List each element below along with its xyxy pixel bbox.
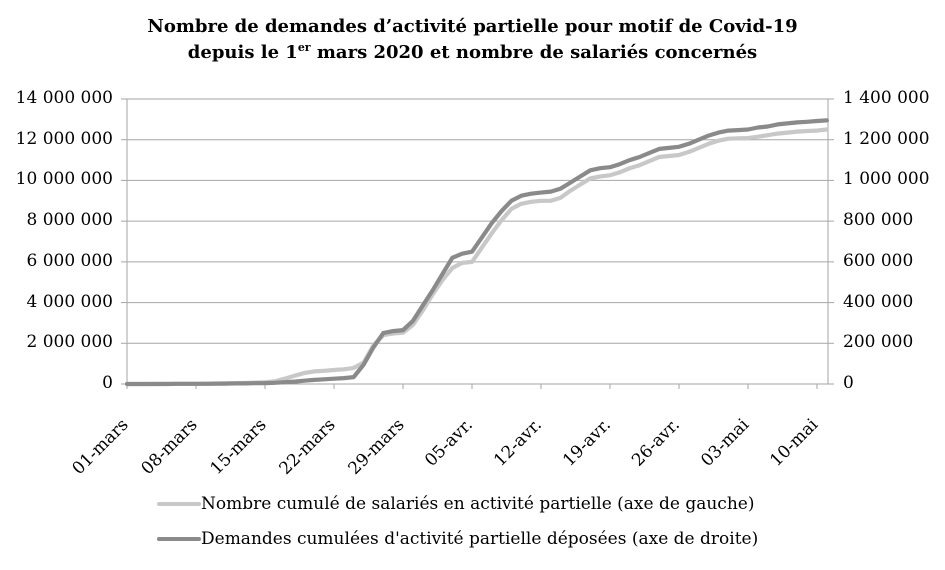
chart-title: Nombre de demandes d’activité partielle … — [0, 14, 945, 66]
chart-title-line2-text-end: mars 2020 et nombre de salariés concerné… — [310, 42, 758, 63]
legend-label-salaries: Nombre cumulé de salariés en activité pa… — [201, 493, 755, 514]
y-axis-left-label: 6 000 000 — [26, 250, 113, 271]
y-axis-right-label: 400 000 — [843, 291, 914, 312]
y-axis-left-label: 4 000 000 — [26, 291, 113, 312]
y-axis-right-label: 1 000 000 — [843, 169, 930, 190]
legend-item-salaries: Nombre cumulé de salariés en activité pa… — [157, 486, 758, 521]
legend-line-swatch-demandes — [157, 536, 201, 541]
y-axis-left-label: 0 — [102, 373, 113, 393]
legend: Nombre cumulé de salariés en activité pa… — [157, 486, 758, 556]
chart-title-line2-text: depuis le 1 — [187, 42, 298, 63]
y-axis-left-label: 2 000 000 — [26, 332, 113, 353]
legend-label-demandes: Demandes cumulées d'activité partielle d… — [201, 528, 759, 549]
legend-item-demandes: Demandes cumulées d'activité partielle d… — [157, 521, 758, 556]
chart-title-line1: Nombre de demandes d’activité partielle … — [147, 16, 798, 37]
y-axis-right-label: 0 — [843, 373, 854, 393]
y-axis-left-label: 12 000 000 — [15, 128, 113, 149]
y-axis-left-label: 10 000 000 — [15, 169, 113, 190]
y-axis-left-label: 14 000 000 — [15, 88, 113, 108]
y-axis-right-label: 600 000 — [843, 250, 914, 271]
y-axis-left-label: 8 000 000 — [26, 210, 113, 231]
y-axis-right-label: 1 400 000 — [843, 88, 930, 108]
series-line-salaries — [124, 127, 830, 387]
y-axis-right-label: 1 200 000 — [843, 128, 930, 149]
y-axis-right-label: 800 000 — [843, 210, 914, 231]
chart-title-superscript: er — [297, 41, 311, 54]
chart-title-line2: depuis le 1er mars 2020 et nombre de sal… — [0, 40, 945, 66]
y-axis-right-label: 200 000 — [843, 332, 914, 353]
series-line-demandes — [124, 118, 830, 387]
legend-line-swatch-salaries — [157, 501, 201, 506]
